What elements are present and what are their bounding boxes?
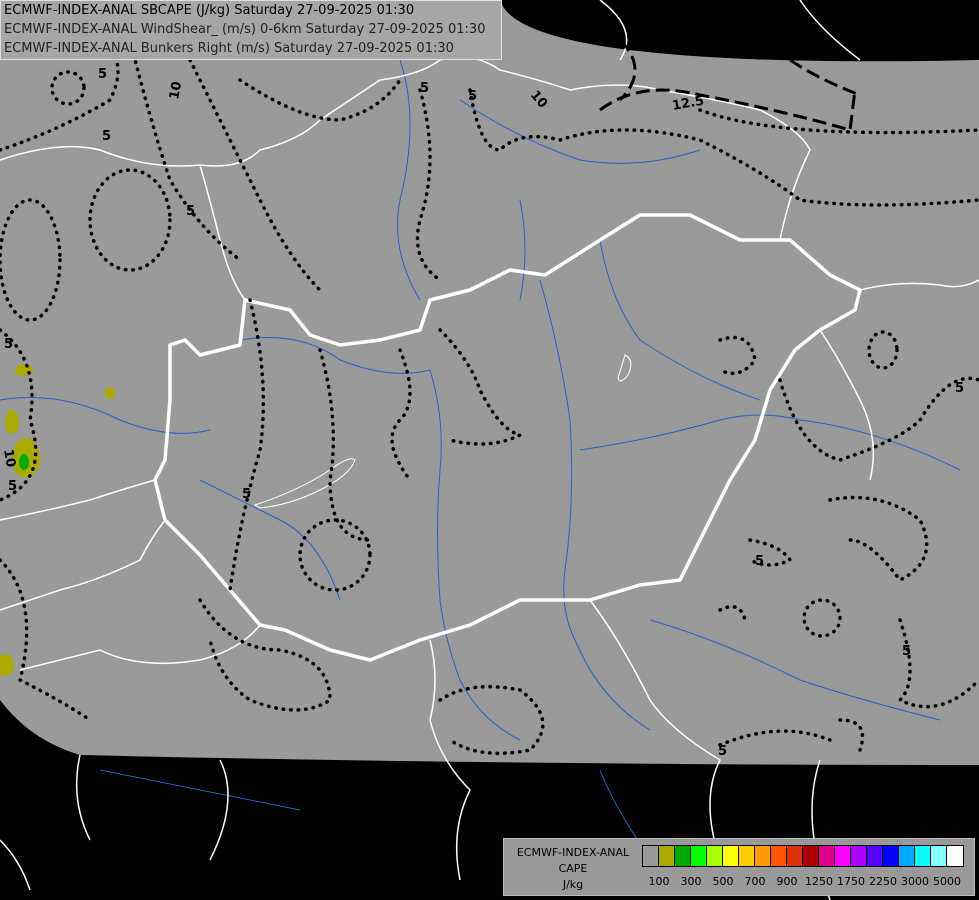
legend-tick-label: 500	[712, 875, 734, 888]
legend-tick-label: 700	[744, 875, 766, 888]
legend-tick-label: 300	[680, 875, 702, 888]
contour-label: 5	[98, 67, 107, 82]
legend-tick-label: 1250	[805, 875, 833, 888]
contour-label: 5	[955, 381, 964, 396]
legend-color-box	[707, 846, 723, 866]
legend-color-box	[691, 846, 707, 866]
legend-color-box	[867, 846, 883, 866]
legend-color-box	[819, 846, 835, 866]
legend-color-box	[835, 846, 851, 866]
legend-color-box	[675, 846, 691, 866]
legend-color-box	[851, 846, 867, 866]
header-line-bunkers: ECMWF-INDEX-ANAL Bunkers Right (m/s) Sat…	[4, 41, 454, 56]
lake-balaton	[253, 458, 356, 509]
legend-color-box	[755, 846, 771, 866]
legend-color-box	[787, 846, 803, 866]
contour-label: 10	[0, 448, 18, 468]
legend-color-box	[915, 846, 931, 866]
contour-label: 5	[8, 479, 17, 494]
contour-label: 5	[468, 89, 477, 104]
legend-title-source: ECMWF-INDEX-ANAL	[516, 846, 630, 859]
legend-title-variable: CAPE	[558, 862, 588, 875]
header-line-windshear: ECMWF-INDEX-ANAL WindShear_ (m/s) 0-6km …	[4, 22, 486, 37]
contour-label: 5	[718, 744, 727, 759]
contour-label: 5	[242, 487, 251, 502]
legend-color-box	[947, 846, 963, 866]
rivers	[0, 59, 961, 871]
legend-color-box	[803, 846, 819, 866]
legend-tick-label: 5000	[933, 875, 961, 888]
legend-color-box	[739, 846, 755, 866]
contour-label: 5	[4, 337, 13, 352]
dashed-contours	[599, 38, 861, 132]
legend-color-box	[723, 846, 739, 866]
contour-label: 12.5	[671, 94, 705, 114]
legend-color-box	[643, 846, 659, 866]
legend-tick-label: 3000	[901, 875, 929, 888]
map-header: ECMWF-INDEX-ANAL SBCAPE (J/kg) Saturday …	[0, 0, 502, 60]
lake	[617, 354, 632, 382]
legend-tick-label: 1750	[837, 875, 865, 888]
legend-color-box	[883, 846, 899, 866]
contour-label: 5	[420, 81, 429, 96]
legend-color-box	[771, 846, 787, 866]
contour-label: 10	[167, 80, 185, 100]
model-domain	[0, 0, 979, 765]
legend-title: ECMWF-INDEX-ANAL CAPE J/kg	[508, 845, 638, 893]
legend-color-box	[659, 846, 675, 866]
legend-tick-label: 900	[776, 875, 798, 888]
contour-label: 5	[186, 204, 195, 219]
legend-color-box	[931, 846, 947, 866]
contour-labels: 5 10 5 5 10 12.5 5 5 10 5 5 5 5 5 5 5	[0, 67, 964, 759]
legend-color-scale	[642, 845, 964, 867]
legend-tick-label: 2250	[869, 875, 897, 888]
header-line-sbcape: ECMWF-INDEX-ANAL SBCAPE (J/kg) Saturday …	[4, 3, 415, 18]
cape-legend: ECMWF-INDEX-ANAL CAPE J/kg 100 300 500 700 9…	[503, 838, 975, 896]
hungary-border	[153, 213, 862, 662]
legend-tick-label: 100	[648, 875, 670, 888]
contour-label: 5	[102, 129, 111, 144]
legend-unit: J/kg	[562, 878, 584, 891]
contour-label: 5	[755, 554, 764, 569]
legend-color-box	[899, 846, 915, 866]
contour-label: 5	[902, 644, 911, 659]
